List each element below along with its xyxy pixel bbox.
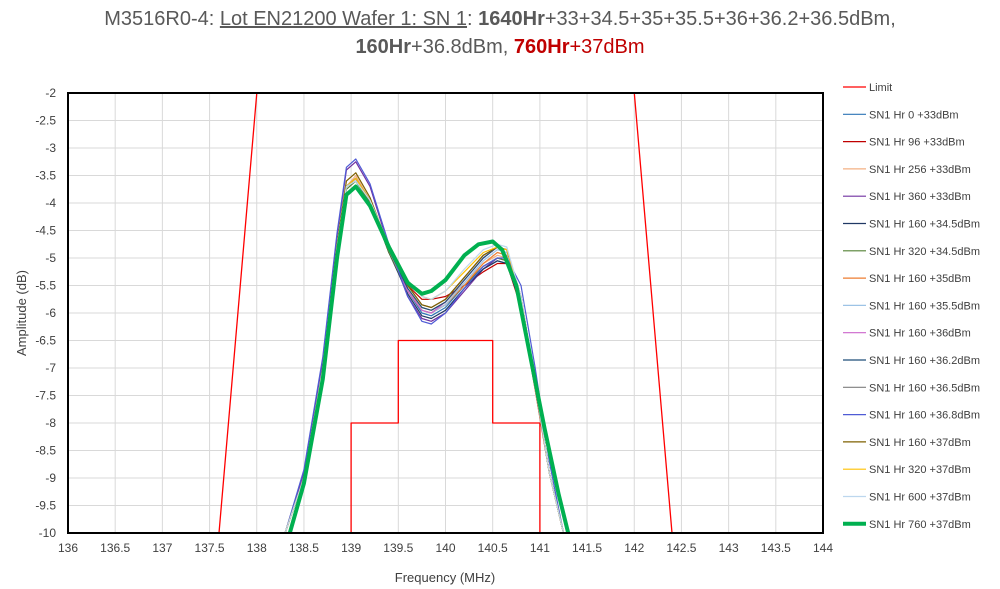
legend-label: SN1 Hr 320 +37dBm: [869, 464, 971, 476]
legend: Limit SN1 Hr 0 +33dBm SN1 Hr 96 +33dBm SN1 …: [843, 82, 980, 531]
y-tick-label: -5: [45, 251, 56, 265]
x-tick-label: 144: [813, 541, 833, 555]
y-tick-label: -6.5: [35, 334, 56, 348]
title-hours-2: 160Hr: [355, 36, 412, 58]
title-separator: :: [467, 8, 479, 30]
y-tick-label: -2: [45, 86, 56, 100]
x-tick-label: 143: [719, 541, 739, 555]
y-tick-label: -8.5: [35, 444, 56, 458]
x-tick-label: 139.5: [383, 541, 413, 555]
legend-label: Limit: [869, 82, 892, 94]
legend-label: SN1 Hr 160 +36.2dBm: [869, 355, 980, 367]
x-tick-label: 141.5: [572, 541, 602, 555]
series-line-sn1-hr-160-36-8dbm: [284, 158, 565, 533]
legend-label: SN1 Hr 160 +37dBm: [869, 437, 971, 449]
legend-label: SN1 Hr 96 +33dBm: [869, 137, 965, 149]
plot-area-border: [67, 92, 824, 534]
x-tick-label: 137: [152, 541, 172, 555]
x-tick-label: 140: [435, 541, 455, 555]
legend-label: SN1 Hr 160 +36.8dBm: [869, 410, 980, 422]
x-tick-label: 139: [341, 541, 361, 555]
y-tick-label: -3.5: [35, 169, 56, 183]
legend-label: SN1 Hr 160 +36dBm: [869, 328, 971, 340]
y-tick-label: -4: [45, 196, 56, 210]
y-tick-label: -9.5: [35, 499, 56, 513]
title-hours-3: 760Hr: [513, 36, 570, 58]
x-tick-label: 142: [624, 541, 644, 555]
data-series: [218, 93, 673, 533]
y-tick-label: -4.5: [35, 224, 56, 238]
legend-label: SN1 Hr 160 +34.5dBm: [869, 219, 980, 231]
x-axis-tick-labels: 136 136.5 137 137.5 138 138.5 139 139.5 140 140.5…: [58, 541, 833, 555]
title-lot: Lot EN21200 Wafer 1: SN 1: [219, 8, 468, 30]
x-tick-label: 143.5: [761, 541, 791, 555]
legend-label: SN1 Hr 160 +36.5dBm: [869, 382, 980, 394]
chart-title-line-1: M3516R0-4: Lot EN21200 Wafer 1: SN 1: 16…: [0, 8, 1000, 31]
y-tick-label: -6: [45, 306, 56, 320]
legend-label: SN1 Hr 0 +33dBm: [869, 109, 959, 121]
legend-label: SN1 Hr 600 +37dBm: [869, 492, 971, 504]
title-power-list-3: +37dBm: [569, 36, 645, 58]
x-tick-label: 138.5: [289, 541, 319, 555]
y-axis-tick-labels: -2 -2.5 -3 -3.5 -4 -4.5 -5 -5.5 -6 -6.5 -7 -7.5 -8 -8…: [35, 86, 56, 540]
legend-label: SN1 Hr 360 +33dBm: [869, 191, 971, 203]
series-line-limit: [350, 339, 541, 533]
title-power-list-1: +33+34.5+35+35.5+36+36.2+36.5dBm,: [544, 8, 896, 30]
y-axis-label: Amplitude (dB): [14, 270, 29, 356]
legend-label: SN1 Hr 160 +35.5dBm: [869, 300, 980, 312]
x-tick-label: 136: [58, 541, 78, 555]
x-tick-label: 136.5: [100, 541, 130, 555]
legend-label: SN1 Hr 760 +37dBm: [869, 519, 971, 531]
y-tick-label: -7.5: [35, 389, 56, 403]
y-tick-label: -2.5: [35, 114, 56, 128]
series-line-sn1-hr-760-37dbm: [287, 184, 571, 533]
title-prefix: M3516R0-4:: [104, 8, 220, 30]
y-tick-label: -9: [45, 471, 56, 485]
x-tick-label: 138: [247, 541, 267, 555]
series-line-limit: [218, 93, 673, 533]
x-tick-label: 142.5: [666, 541, 696, 555]
x-tick-label: 137.5: [195, 541, 225, 555]
legend-label: SN1 Hr 160 +35dBm: [869, 273, 971, 285]
y-tick-label: -7: [45, 361, 56, 375]
legend-label: SN1 Hr 320 +34.5dBm: [869, 246, 980, 258]
title-hours-1: 1640Hr: [478, 8, 545, 30]
y-tick-label: -10: [39, 526, 57, 540]
x-tick-label: 140.5: [478, 541, 508, 555]
y-tick-label: -8: [45, 416, 56, 430]
legend-label: SN1 Hr 256 +33dBm: [869, 164, 971, 176]
chart-title-line-2: 160Hr+36.8dBm, 760Hr+37dBm: [0, 36, 1000, 59]
y-tick-label: -5.5: [35, 279, 56, 293]
y-tick-label: -3: [45, 141, 56, 155]
title-power-list-2: +36.8dBm,: [411, 36, 514, 58]
x-axis-label: Frequency (MHz): [395, 570, 495, 585]
x-tick-label: 141: [530, 541, 550, 555]
